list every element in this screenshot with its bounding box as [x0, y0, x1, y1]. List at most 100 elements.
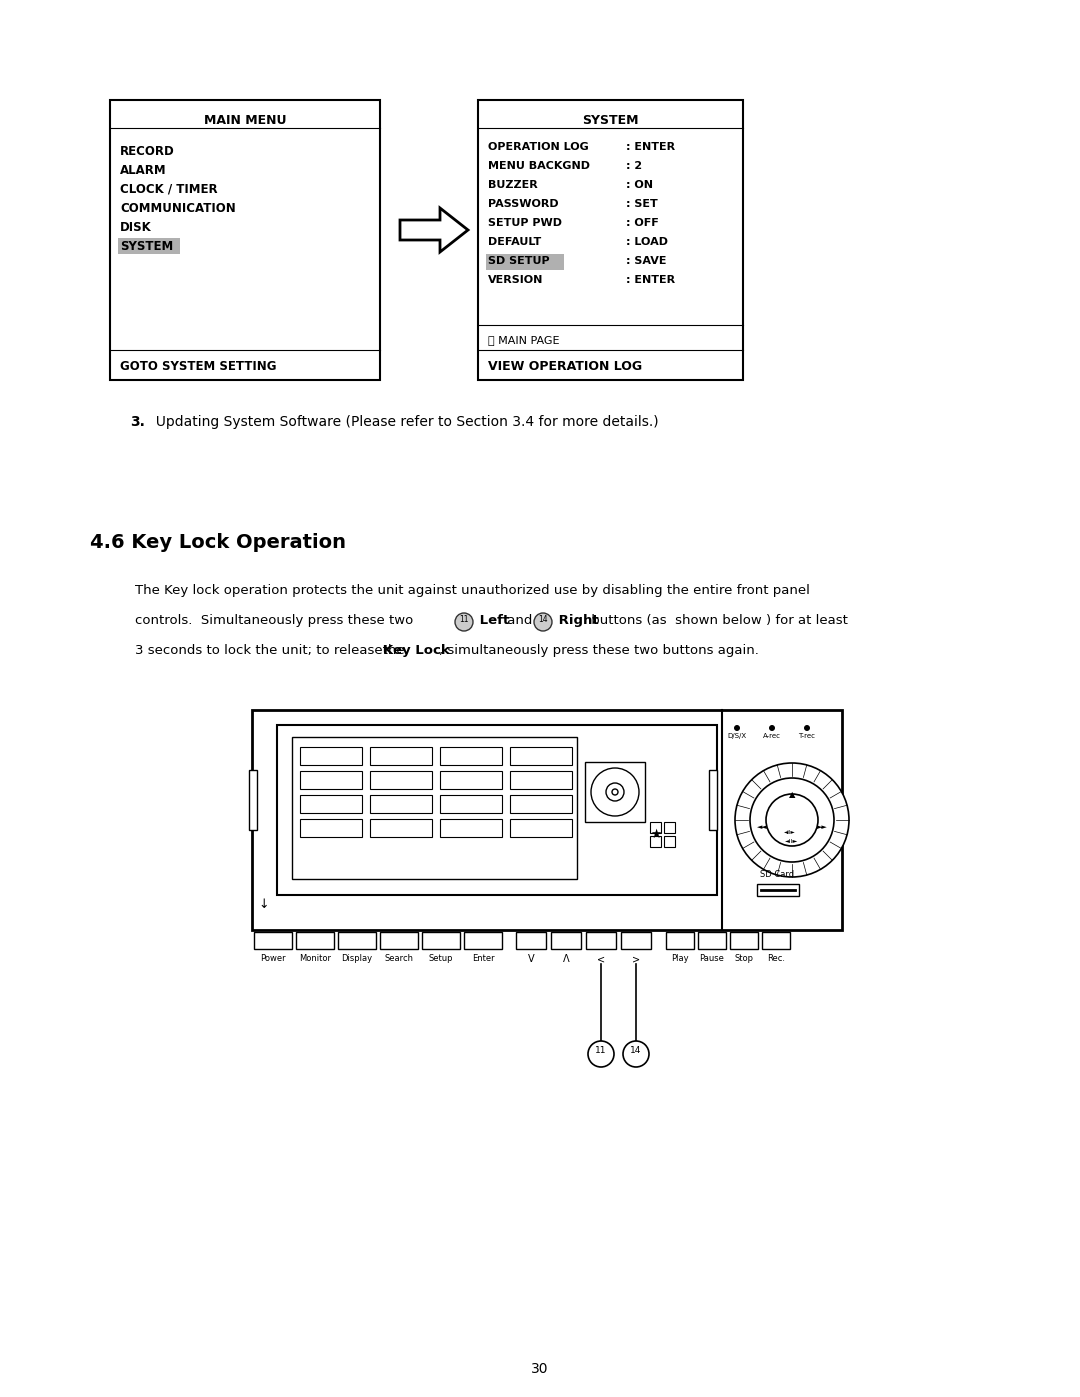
Circle shape	[623, 1041, 649, 1067]
Bar	[292, 738, 577, 879]
Text: : ON: : ON	[626, 180, 653, 190]
Bar	[510, 819, 572, 837]
Text: SD Card: SD Card	[760, 870, 794, 879]
Text: ▲: ▲	[788, 789, 795, 799]
Text: Search: Search	[384, 954, 414, 963]
Bar	[370, 771, 432, 789]
Bar	[300, 795, 362, 813]
Text: Left: Left	[475, 615, 510, 627]
Text: 11: 11	[595, 1046, 607, 1055]
Text: Monitor: Monitor	[299, 954, 330, 963]
Bar	[370, 819, 432, 837]
Bar	[757, 884, 799, 895]
Text: COMMUNICATION: COMMUNICATION	[120, 203, 235, 215]
Bar	[621, 932, 651, 949]
Text: DEFAULT: DEFAULT	[488, 237, 541, 247]
Circle shape	[750, 778, 834, 862]
Bar	[300, 747, 362, 766]
Bar	[300, 819, 362, 837]
Circle shape	[734, 725, 740, 731]
Bar	[440, 819, 502, 837]
Bar	[510, 795, 572, 813]
Text: Power: Power	[260, 954, 286, 963]
Bar	[370, 747, 432, 766]
Text: SD SETUP: SD SETUP	[488, 256, 550, 265]
Text: : ENTER: : ENTER	[626, 142, 675, 152]
Bar	[664, 821, 675, 833]
Bar	[762, 932, 789, 949]
Text: : ENTER: : ENTER	[626, 275, 675, 285]
Text: A-rec: A-rec	[762, 733, 781, 739]
Text: D/S/X: D/S/X	[728, 733, 746, 739]
Text: Display: Display	[341, 954, 373, 963]
Text: RECORD: RECORD	[120, 145, 175, 158]
Bar	[380, 932, 418, 949]
Text: : OFF: : OFF	[626, 218, 659, 228]
Bar	[551, 932, 581, 949]
Circle shape	[534, 613, 552, 631]
Bar	[276, 725, 717, 895]
Text: Enter: Enter	[472, 954, 495, 963]
Bar	[510, 771, 572, 789]
Text: 3.: 3.	[130, 415, 145, 429]
Text: 3 seconds to lock the unit; to release​the: 3 seconds to lock the unit; to release​t…	[135, 644, 409, 657]
Text: Key Lock: Key Lock	[383, 644, 449, 657]
Text: <: <	[597, 954, 605, 964]
Text: Right: Right	[554, 615, 598, 627]
Text: Λ: Λ	[563, 954, 569, 964]
Bar	[516, 932, 546, 949]
Text: SYSTEM: SYSTEM	[582, 115, 638, 127]
Bar	[118, 237, 180, 254]
Bar	[300, 771, 362, 789]
Bar	[422, 932, 460, 949]
Text: SETUP PWD: SETUP PWD	[488, 218, 562, 228]
Bar	[510, 747, 572, 766]
Text: 30: 30	[531, 1362, 549, 1376]
Text: ↓: ↓	[259, 898, 269, 911]
Circle shape	[804, 725, 810, 731]
Bar	[708, 770, 717, 830]
Text: VIEW OPERATION LOG: VIEW OPERATION LOG	[488, 360, 643, 373]
Text: ALARM: ALARM	[120, 163, 166, 177]
Text: SYSTEM: SYSTEM	[120, 240, 173, 253]
Text: buttons (as  shown below ) for at least: buttons (as shown below ) for at least	[588, 615, 848, 627]
Text: , simultaneously press these two buttons again.: , simultaneously press these two buttons…	[438, 644, 759, 657]
Bar	[338, 932, 376, 949]
Text: OPERATION LOG: OPERATION LOG	[488, 142, 589, 152]
Bar	[585, 761, 645, 821]
Text: GOTO SYSTEM SETTING: GOTO SYSTEM SETTING	[120, 360, 276, 373]
Bar	[486, 254, 564, 270]
Bar	[254, 932, 292, 949]
Circle shape	[588, 1041, 615, 1067]
Text: : LOAD: : LOAD	[626, 237, 669, 247]
Bar	[296, 932, 334, 949]
Bar	[478, 101, 743, 380]
Text: Setup: Setup	[429, 954, 454, 963]
Text: 4.6 Key Lock Operation: 4.6 Key Lock Operation	[90, 534, 346, 552]
Text: controls.  Simultaneously press these two: controls. Simultaneously press these two	[135, 615, 418, 627]
Text: and: and	[503, 615, 537, 627]
Text: MAIN MENU: MAIN MENU	[204, 115, 286, 127]
Bar	[650, 821, 661, 833]
Bar	[650, 835, 661, 847]
Bar	[440, 771, 502, 789]
Text: Pause: Pause	[700, 954, 725, 963]
Circle shape	[735, 763, 849, 877]
Text: : SAVE: : SAVE	[626, 256, 666, 265]
Text: PASSWORD: PASSWORD	[488, 198, 558, 210]
Bar	[252, 710, 842, 930]
Text: MENU BACKGND: MENU BACKGND	[488, 161, 590, 170]
Text: ⓣ MAIN PAGE: ⓣ MAIN PAGE	[488, 335, 559, 345]
Text: T-rec: T-rec	[798, 733, 815, 739]
Text: ◄II►: ◄II►	[785, 840, 798, 844]
Text: DISK: DISK	[120, 221, 152, 235]
Polygon shape	[400, 208, 468, 251]
Text: ►►: ►►	[816, 824, 827, 830]
Bar	[370, 795, 432, 813]
Circle shape	[766, 793, 818, 847]
Text: BUZZER: BUZZER	[488, 180, 538, 190]
Text: ◄◄: ◄◄	[757, 824, 768, 830]
Text: : SET: : SET	[626, 198, 658, 210]
Text: Updating System Software (Please refer to Section 3.4 for more details.): Updating System Software (Please refer t…	[147, 415, 659, 429]
Bar	[666, 932, 694, 949]
